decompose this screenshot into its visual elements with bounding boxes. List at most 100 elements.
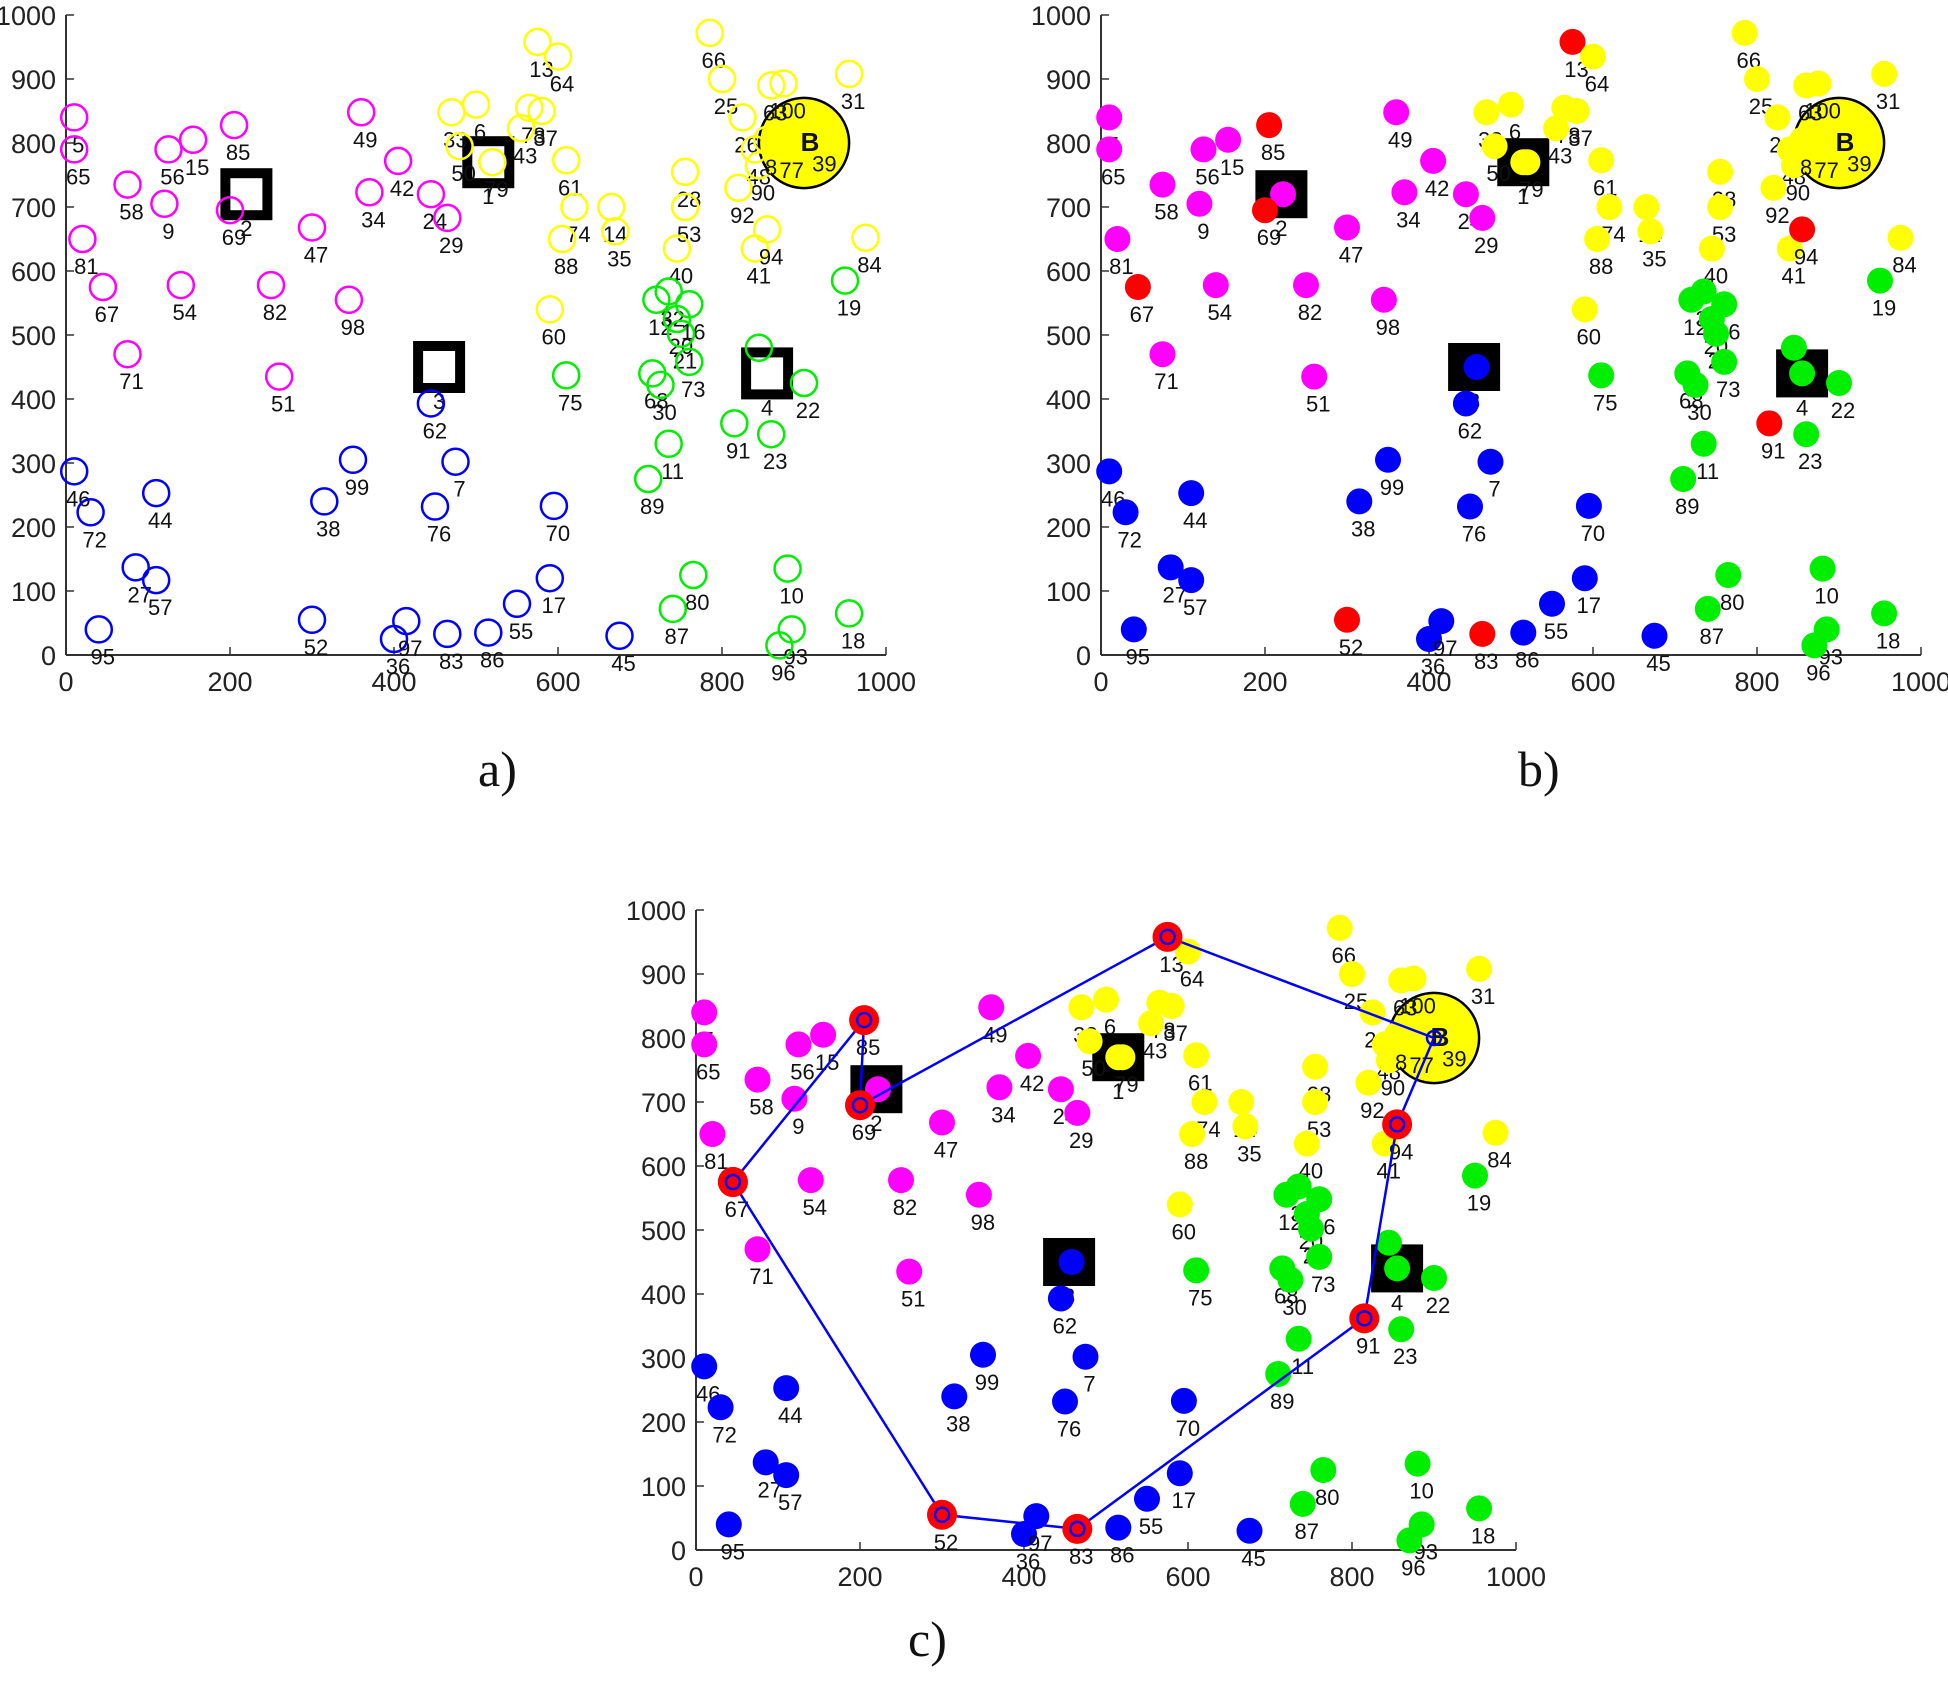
svg-text:63: 63	[1393, 995, 1417, 1020]
svg-text:30: 30	[652, 400, 676, 425]
x-tick-label: 0	[1093, 667, 1108, 697]
sensor-node: 52	[1334, 606, 1363, 660]
svg-text:58: 58	[1154, 200, 1178, 225]
sensor-node: 43	[1138, 1010, 1167, 1063]
sensor-node: 29	[433, 203, 464, 258]
sensor-node: 96	[765, 631, 796, 685]
svg-text:41: 41	[747, 264, 771, 289]
svg-text:44: 44	[1183, 508, 1207, 533]
x-tick-label: 1000	[1486, 1562, 1546, 1590]
svg-text:72: 72	[712, 1422, 736, 1447]
svg-text:31: 31	[1471, 984, 1495, 1009]
sensor-node: 54	[1202, 272, 1232, 325]
sensor-node: 51	[1301, 363, 1330, 417]
x-tick-label: 0	[58, 667, 73, 697]
svg-text:95: 95	[91, 644, 115, 669]
svg-text:57: 57	[148, 595, 172, 620]
sensor-node: 61	[1588, 147, 1617, 200]
svg-text:22: 22	[1831, 398, 1855, 423]
svg-text:90: 90	[1786, 180, 1810, 205]
svg-text:64: 64	[550, 72, 574, 97]
svg-text:99: 99	[975, 1370, 999, 1395]
cluster-head-4: 4	[1371, 1244, 1424, 1315]
svg-text:84: 84	[857, 253, 881, 278]
sensor-node: 43	[506, 114, 537, 168]
head-node	[1270, 181, 1297, 208]
svg-text:1: 1	[482, 184, 494, 209]
sensor-node: 98	[965, 1181, 995, 1235]
sensor-node: 85	[1256, 112, 1285, 165]
svg-text:82: 82	[1298, 300, 1322, 325]
svg-text:89: 89	[640, 494, 664, 519]
svg-text:9: 9	[792, 1114, 804, 1139]
y-tick-label: 200	[11, 513, 56, 543]
sensor-node: 74	[560, 192, 591, 247]
sensor-node: 81	[699, 1121, 729, 1174]
sensor-node: 56	[1190, 136, 1220, 189]
sensor-node: 38	[310, 487, 341, 541]
svg-text:99: 99	[1380, 475, 1404, 500]
svg-text:43: 43	[513, 143, 537, 168]
panel-a-plot: 0 100 200 300 400 500 600 700 800 900 1000 0 200 400 6…	[0, 1, 916, 697]
axes: 0 100 200 300 400 500 600 700 800 900 1000 0 200 400 6…	[626, 896, 1546, 1592]
svg-text:83: 83	[1474, 649, 1498, 674]
sensor-node: 62	[1047, 1285, 1077, 1338]
sensor-node: 57	[773, 1462, 802, 1515]
svg-text:10: 10	[1409, 1479, 1433, 1504]
svg-text:75: 75	[558, 390, 582, 415]
svg-text:50: 50	[1081, 1056, 1105, 1081]
svg-text:56: 56	[790, 1059, 814, 1084]
sensor-node: 62	[1452, 390, 1482, 443]
svg-text:86: 86	[480, 648, 504, 673]
sensor-node: 49	[1383, 99, 1412, 152]
sensor-node: 77	[773, 128, 804, 183]
svg-text:17: 17	[542, 593, 566, 618]
y-tick-label: 100	[1046, 577, 1091, 607]
x-tick-label: 0	[688, 1562, 703, 1590]
x-tick-label: 400	[1001, 1562, 1046, 1590]
svg-text:72: 72	[1117, 527, 1141, 552]
svg-text:4: 4	[1391, 1290, 1403, 1315]
svg-text:62: 62	[423, 418, 447, 443]
svg-text:90: 90	[751, 180, 775, 205]
svg-text:76: 76	[1462, 522, 1486, 547]
sensor-node: 29	[1469, 204, 1499, 258]
svg-text:60: 60	[1577, 324, 1601, 349]
svg-text:65: 65	[1101, 164, 1125, 189]
svg-text:81: 81	[74, 254, 98, 279]
sensor-node: 18	[1466, 1495, 1495, 1548]
sensor-node: 98	[334, 285, 365, 340]
sensor-node: 61	[551, 146, 582, 200]
sensor-node: 58	[1149, 171, 1179, 225]
sensor-node: 30	[646, 370, 677, 425]
svg-text:54: 54	[1208, 300, 1232, 325]
svg-text:98: 98	[1376, 315, 1400, 340]
sensor-node: 31	[834, 59, 865, 114]
svg-text:19: 19	[837, 296, 861, 321]
svg-text:4: 4	[1796, 395, 1808, 420]
sensor-node: 81	[1104, 226, 1134, 279]
sensor-node: 57	[141, 565, 172, 620]
svg-text:42: 42	[390, 176, 414, 201]
svg-text:70: 70	[1581, 521, 1605, 546]
cluster-head-1: 1	[462, 136, 515, 209]
sensor-node: 82	[256, 270, 287, 325]
sensor-node: 72	[707, 1394, 737, 1447]
svg-text:83: 83	[1069, 1544, 1093, 1569]
y-tick-label: 0	[41, 641, 56, 671]
sensor-node: 66	[695, 18, 726, 73]
svg-text:71: 71	[119, 369, 143, 394]
svg-text:73: 73	[1311, 1272, 1335, 1297]
panel-c-plot: 0 100 200 300 400 500 600 700 800 900 1000 0 200 400 6…	[626, 896, 1546, 1592]
sensor-node: 30	[1277, 1266, 1307, 1320]
mobile-sink-path	[731, 935, 1436, 1531]
svg-text:55: 55	[1544, 619, 1568, 644]
sensor-node: 57	[1178, 567, 1207, 620]
sensor-node: 96	[1396, 1527, 1426, 1580]
sensor-node: 95	[84, 615, 115, 669]
svg-text:1: 1	[1112, 1079, 1124, 1104]
sensor-node: 91	[1756, 410, 1786, 463]
sensor-node: 84	[1887, 224, 1917, 278]
svg-text:13: 13	[529, 57, 553, 82]
svg-text:97: 97	[1433, 636, 1457, 661]
